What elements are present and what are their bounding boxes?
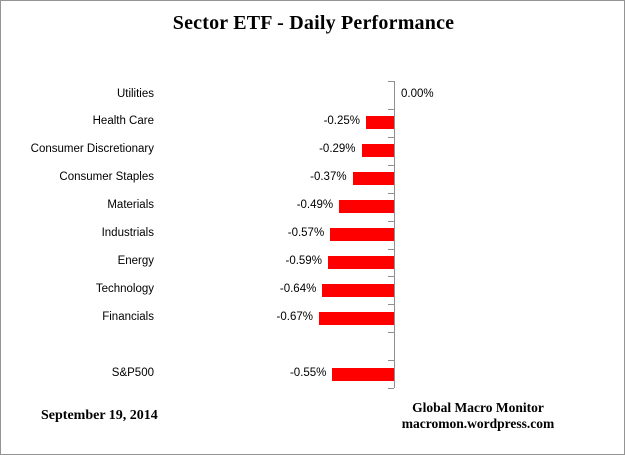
value-label: -0.67%	[276, 310, 313, 323]
value-label: -0.55%	[289, 366, 327, 379]
data-bar	[332, 367, 394, 381]
value-label: 0.00%	[401, 87, 434, 100]
value-label: -0.57%	[287, 227, 325, 239]
axis-tick	[388, 332, 394, 334]
axis-tick	[388, 388, 394, 389]
data-bar	[327, 255, 394, 269]
axis-tick	[388, 164, 394, 166]
category-label: S&P500	[111, 366, 154, 379]
data-bar	[322, 283, 394, 297]
category-label: Energy	[117, 254, 154, 267]
axis-tick	[388, 220, 394, 222]
category-label: Consumer Discretionary	[30, 143, 154, 156]
data-bar	[366, 116, 394, 130]
footer-source-url: macromon.wordpress.com	[401, 415, 555, 431]
footer-source: Global Macro Monitor macromon.wordpress.…	[387, 400, 569, 431]
category-label: Utilities	[116, 87, 154, 100]
footer-source-name: Global Macro Monitor	[412, 400, 544, 415]
axis-tick	[388, 136, 394, 138]
axis-tick	[388, 108, 394, 110]
category-label: Financials	[102, 310, 154, 323]
category-label: Industrials	[101, 227, 154, 239]
value-label: -0.37%	[310, 171, 347, 184]
axis-tick	[388, 192, 394, 194]
axis-tick	[388, 360, 394, 362]
data-bar	[319, 311, 394, 325]
data-bar	[339, 200, 394, 214]
footer-date: September 19, 2014	[41, 408, 158, 423]
category-label: Technology	[95, 282, 154, 295]
axis-tick	[388, 304, 394, 306]
value-label: -0.49%	[296, 199, 334, 212]
category-label: Health Care	[92, 115, 154, 128]
data-bar	[352, 172, 394, 186]
category-label: Consumer Staples	[59, 171, 154, 184]
value-label: -0.59%	[285, 254, 322, 267]
value-label: -0.64%	[279, 282, 317, 295]
chart-title: Sector ETF - Daily Performance	[172, 12, 455, 34]
value-axis-line	[394, 81, 395, 388]
data-bar	[361, 144, 394, 158]
data-bar	[330, 228, 394, 241]
axis-tick	[388, 81, 394, 82]
axis-tick	[388, 276, 394, 278]
axis-tick	[388, 248, 394, 250]
category-label: Materials	[107, 199, 154, 212]
value-label: -0.25%	[323, 115, 360, 128]
value-label: -0.29%	[319, 143, 356, 156]
